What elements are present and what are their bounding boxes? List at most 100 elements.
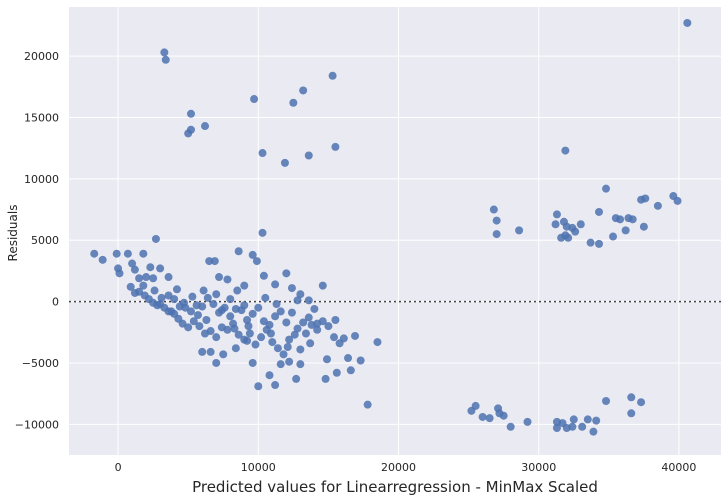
data-point <box>304 296 313 305</box>
data-point <box>259 271 268 280</box>
data-point <box>195 322 204 331</box>
data-point <box>280 158 289 167</box>
data-point <box>142 273 151 282</box>
data-point <box>233 286 242 295</box>
data-point <box>240 281 249 290</box>
data-point <box>223 325 232 334</box>
data-point <box>206 327 215 336</box>
data-point <box>157 293 166 302</box>
data-point <box>219 350 228 359</box>
data-point <box>628 215 637 224</box>
data-point <box>346 366 355 375</box>
x-tick-label: 10000 <box>241 461 276 474</box>
data-point <box>299 318 308 327</box>
data-point <box>179 298 188 307</box>
data-point <box>339 334 348 343</box>
data-point <box>226 295 235 304</box>
data-point <box>478 412 487 421</box>
data-point <box>98 255 107 264</box>
y-tick-label: −5000 <box>22 357 59 370</box>
data-point <box>202 315 211 324</box>
data-point <box>128 259 137 268</box>
data-point <box>205 257 214 266</box>
data-point <box>150 286 159 295</box>
data-point <box>245 329 254 338</box>
data-point <box>318 281 327 290</box>
data-point <box>115 269 124 278</box>
data-point <box>293 296 302 305</box>
data-point <box>248 358 257 367</box>
data-point <box>290 330 299 339</box>
data-point <box>296 345 305 354</box>
data-point <box>301 329 310 338</box>
data-point <box>201 122 210 131</box>
data-point <box>285 357 294 366</box>
data-point <box>135 274 144 283</box>
x-tick-label: 30000 <box>521 461 556 474</box>
plot-area <box>69 7 721 455</box>
x-tick-label: 20000 <box>381 461 416 474</box>
data-point <box>313 319 322 328</box>
data-point <box>243 336 252 345</box>
data-point <box>210 257 219 266</box>
data-point <box>184 129 193 138</box>
grid-lines <box>69 7 721 455</box>
y-tick-label: 20000 <box>24 50 59 63</box>
data-point <box>293 324 302 333</box>
data-point <box>123 249 132 258</box>
data-point <box>328 71 337 80</box>
data-point <box>515 226 524 235</box>
data-point <box>139 281 148 290</box>
data-point <box>198 347 207 356</box>
data-point <box>206 347 215 356</box>
data-point <box>285 335 294 344</box>
data-point <box>641 194 650 203</box>
data-point <box>331 142 340 151</box>
data-point <box>287 308 296 317</box>
y-tick-label: −10000 <box>15 418 59 431</box>
data-point <box>139 249 148 258</box>
data-point <box>471 401 480 410</box>
y-tick-label: 15000 <box>24 111 59 124</box>
data-point <box>164 291 173 300</box>
data-point <box>351 331 360 340</box>
data-point <box>489 205 498 214</box>
data-point <box>223 275 232 284</box>
data-point <box>621 226 630 235</box>
data-point <box>212 358 221 367</box>
data-point <box>332 368 341 377</box>
x-axis-label: Predicted values for Linearregression - … <box>192 478 598 496</box>
data-point <box>602 184 611 193</box>
data-point <box>552 423 561 432</box>
data-point <box>130 288 139 297</box>
data-point <box>248 250 257 259</box>
data-point <box>234 330 243 339</box>
data-point <box>653 201 662 210</box>
data-point <box>583 415 592 424</box>
data-point <box>344 354 353 363</box>
data-point <box>561 146 570 155</box>
data-point <box>215 273 224 282</box>
data-point <box>189 317 198 326</box>
data-point <box>616 215 625 224</box>
data-point <box>149 274 158 283</box>
data-point <box>494 404 503 413</box>
y-tick-label: 0 <box>52 296 59 309</box>
data-point <box>254 303 263 312</box>
data-point <box>268 338 277 347</box>
data-point <box>296 290 305 299</box>
data-point <box>251 340 260 349</box>
data-point <box>304 151 313 160</box>
data-point <box>506 422 515 431</box>
data-point <box>356 356 365 365</box>
data-point <box>252 257 261 266</box>
data-point <box>199 286 208 295</box>
data-point <box>271 280 280 289</box>
data-point <box>258 228 267 237</box>
data-point <box>161 55 170 64</box>
data-point <box>296 360 305 369</box>
data-point <box>186 307 195 316</box>
data-point <box>212 333 221 342</box>
data-point <box>258 149 267 158</box>
data-point <box>569 415 578 424</box>
